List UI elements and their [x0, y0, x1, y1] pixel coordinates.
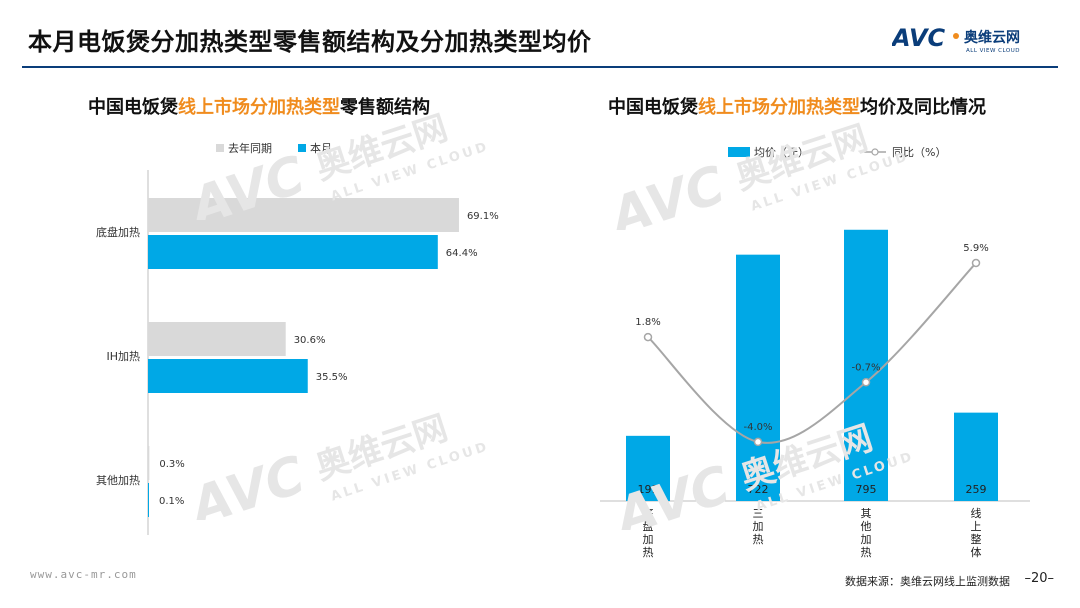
price-bar [736, 254, 780, 501]
left-category-label: IH加热 [106, 350, 140, 363]
logo-avc-mark: AVC [892, 24, 946, 52]
right-category-label: 其他加热 [861, 507, 872, 559]
left-category-label: 底盘加热 [96, 225, 140, 239]
brand-logo: AVC 奥维云网 ALL VIEW CLOUD [892, 24, 1020, 54]
left-bar-last-year [148, 446, 150, 480]
price-bar-value-label: 191 [638, 483, 659, 496]
left-bar-this-month [148, 359, 308, 393]
yoy-value-label: -0.7% [851, 362, 880, 373]
legend-label-0: 去年同期 [228, 141, 272, 155]
left-legend: 去年同期 本月 [216, 141, 332, 155]
logo-dot [953, 33, 959, 39]
left-chart-title: 中国电饭煲线上市场分加热类型零售额结构 [88, 97, 430, 118]
logo-text: 奥维云网 [964, 29, 1020, 46]
page-number: –20– [1024, 571, 1054, 586]
right-category-label: 三加热 [753, 507, 764, 546]
yoy-value-label: -4.0% [743, 422, 772, 433]
yoy-value-label: 1.8% [635, 317, 660, 328]
left-bar-value-label: 0.3% [159, 459, 184, 470]
legend-label-line: 同比（%） [892, 146, 946, 159]
footer-source: 数据来源：奥维云网线上监测数据 [845, 575, 1010, 588]
slide-title: 本月电饭煲分加热类型零售额结构及分加热类型均价 [28, 28, 592, 56]
yoy-point [643, 332, 653, 342]
right-legend: 均价（元） 同比（%） [728, 146, 946, 159]
left-bar-value-label: 0.1% [159, 496, 184, 507]
yoy-point [971, 258, 981, 268]
title-divider [22, 66, 1058, 68]
price-bar [954, 412, 998, 501]
legend-label-1: 本月 [310, 141, 332, 155]
legend-swatch-0 [216, 144, 224, 152]
left-bar-last-year [148, 322, 286, 356]
right-category-label: 线上整体 [971, 506, 982, 559]
right-category-label: 底盘加热 [643, 506, 654, 559]
legend-label-bars: 均价（元） [754, 146, 809, 159]
price-bar-value-label: 259 [966, 483, 987, 496]
legend-swatch-1 [298, 144, 306, 152]
left-bar-value-label: 69.1% [467, 211, 499, 222]
left-bar-this-month [148, 235, 438, 269]
left-bar-value-label: 30.6% [294, 335, 326, 346]
yoy-point [861, 378, 871, 387]
legend-line-marker [871, 148, 879, 156]
yoy-value-label: 5.9% [963, 243, 988, 254]
price-bar-value-label: 722 [748, 483, 769, 496]
left-bar-last-year [148, 198, 459, 232]
right-chart-title: 中国电饭煲线上市场分加热类型均价及同比情况 [608, 97, 986, 118]
price-bar-value-label: 795 [856, 483, 877, 496]
yoy-point [753, 437, 763, 447]
logo-subtext: ALL VIEW CLOUD [966, 48, 1020, 54]
left-bar-value-label: 64.4% [446, 248, 478, 259]
price-bar [844, 229, 888, 501]
price-bar [626, 435, 670, 501]
avg-price-combo-chart: 均价（元） 同比（%） 191 722 795 259 1.8% -4.0% -0.7% 5.… [600, 146, 1030, 559]
yoy-line [647, 262, 977, 444]
left-bar-this-month [148, 483, 149, 517]
footer-url: www.avc-mr.com [30, 568, 137, 581]
legend-swatch-bars [728, 147, 750, 157]
left-bar-value-label: 35.5% [316, 372, 348, 383]
left-category-label: 其他加热 [96, 474, 140, 487]
